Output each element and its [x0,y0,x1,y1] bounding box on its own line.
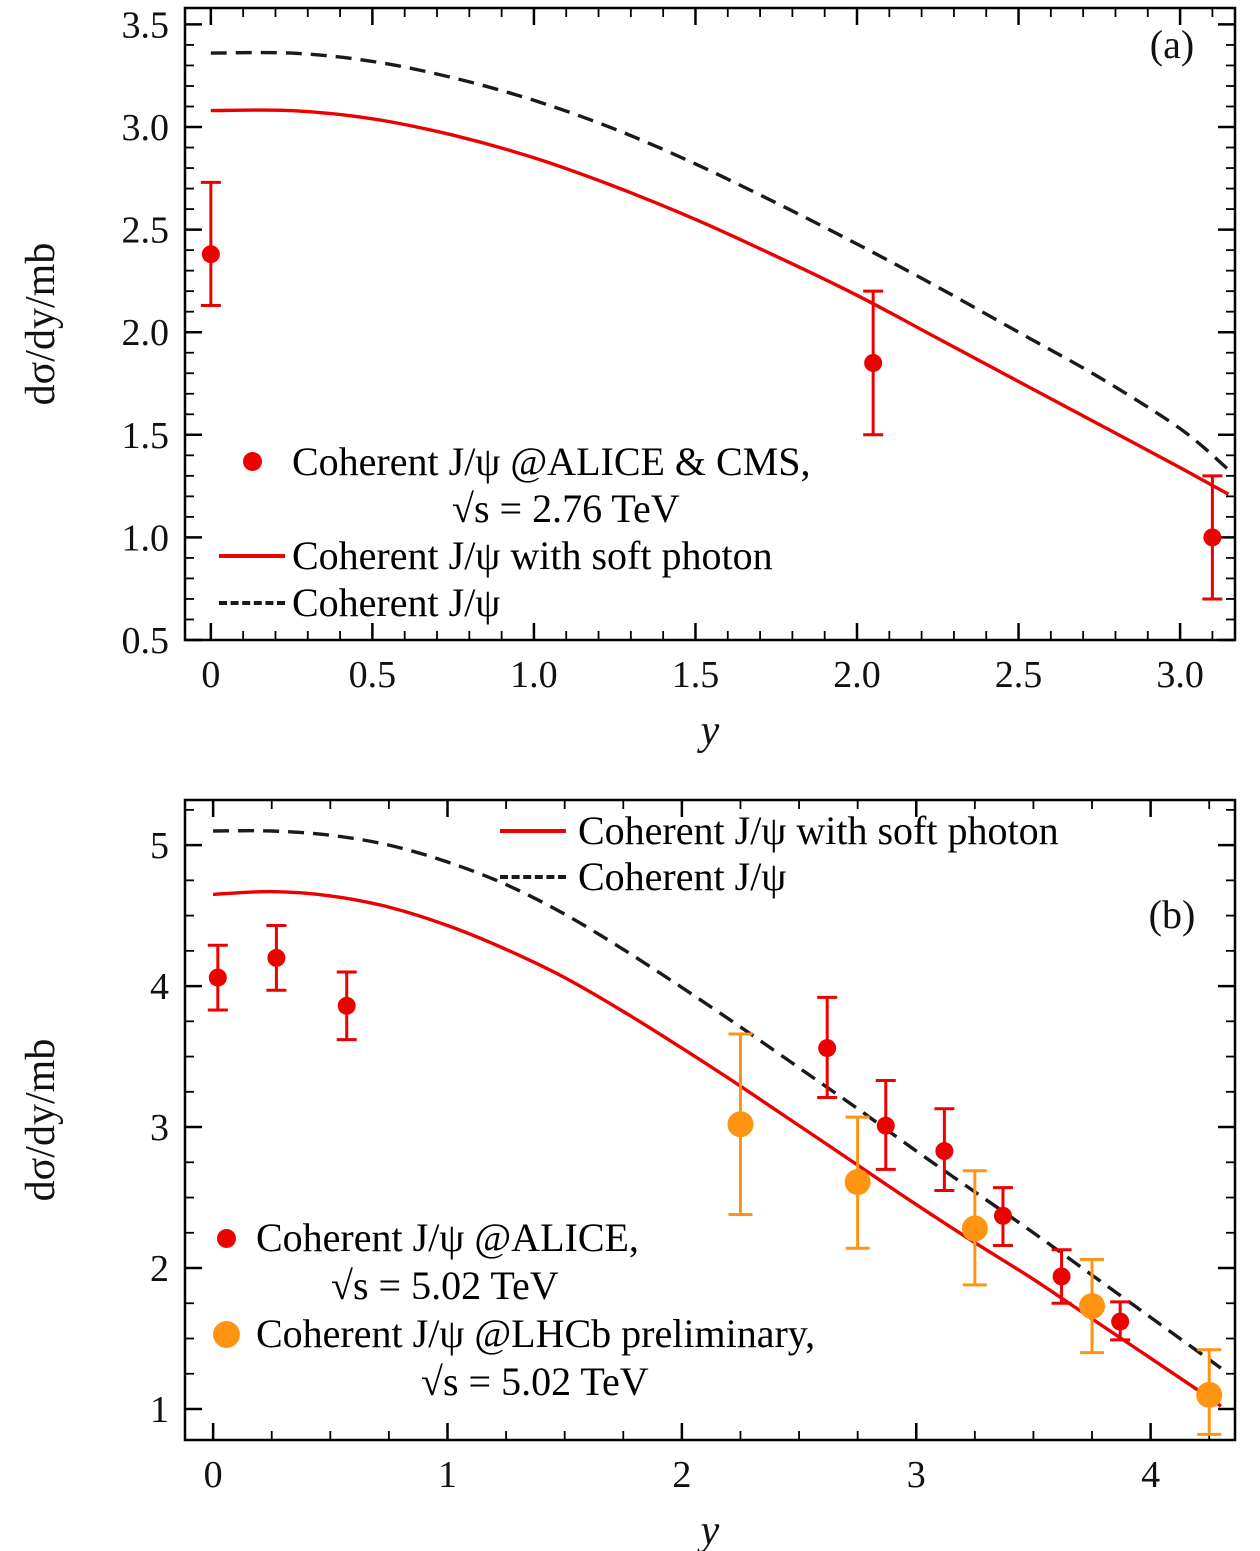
x-tick-label: 1.5 [672,654,720,696]
red-dot-marker-icon [242,452,262,471]
legend-label-line2: √s = 5.02 TeV [331,1263,559,1308]
panel-b-data-legend: Coherent J/ψ @ALICE, √s = 5.02 TeV Coher… [196,1214,815,1406]
data-point [337,996,356,1015]
y-tick-label: 1.0 [122,517,170,559]
x-tick-label: 2 [672,1454,691,1496]
dataset-coherent-jpsi-alice-cms-2p76tev [200,180,1223,601]
legend-item: Coherent J/ψ @ALICE, [196,1214,815,1262]
x-tick-label: 0.5 [349,654,397,696]
y-tick-label: 2.0 [122,312,170,354]
dataset-coherent-jpsi-lhcb-preliminary-5p02tev [727,1032,1223,1436]
x-tick-label: 3 [907,1454,926,1496]
legend-item-continuation: √s = 2.76 TeV [212,485,811,532]
y-tick-label: 1 [150,1389,169,1431]
y-tick-label: 0.5 [122,620,170,662]
legend-label: Coherent J/ψ [578,854,787,899]
x-tick-label: 3.0 [1156,654,1204,696]
data-point [267,948,286,967]
x-tick-label: 1 [438,1454,457,1496]
x-tick-label: 0 [201,654,220,696]
plot-frame [183,6,1237,642]
legend-item-continuation: √s = 5.02 TeV [196,1262,815,1310]
legend-label-line2: √s = 2.76 TeV [452,485,680,531]
solid-line-marker-icon [219,553,285,558]
y-tick-label: 4 [150,966,169,1008]
y-tick-label: 3.5 [122,4,170,46]
y-tick-label: 5 [150,825,169,867]
panel-a-plot: 0 0.5 1.0 1.5 2.0 2.5 3.0 0.5 1.0 1.5 2.0 2.5 3.0 3.5… [18,4,1237,754]
y-axis-label: dσ/dy/mb [18,1039,64,1202]
legend-label: Coherent J/ψ with soft photon [292,532,773,578]
data-point [727,1111,754,1138]
y-tick-label: 3.0 [122,107,170,149]
y-tick-label: 1.5 [122,415,170,457]
legend-label: Coherent J/ψ @LHCb preliminary, [256,1311,816,1356]
panel-label: (a) [1150,22,1194,67]
dashed-line-marker-icon [500,875,566,879]
data-point [844,1169,871,1196]
x-tick-label: 1.0 [510,654,558,696]
x-tick-label: 4 [1141,1454,1160,1496]
x-tick-label: 2.5 [995,654,1043,696]
data-point [208,968,227,987]
y-axis-label: dσ/dy/mb [18,243,64,406]
plot-frame [183,798,1237,1442]
legend-item: Coherent J/ψ [488,854,1059,900]
legend-item: Coherent J/ψ with soft photon [212,532,811,579]
red-dot-marker-icon [216,1228,236,1248]
x-axis-label: y [697,708,720,754]
major-ticks [185,800,1235,1440]
legend-item: Coherent J/ψ @LHCb preliminary, [196,1310,815,1358]
data-point [201,245,220,264]
data-point [1203,528,1222,547]
legend-label: Coherent J/ψ [292,579,501,625]
minor-ticks [185,8,1235,640]
data-point [935,1142,954,1161]
x-tick-label: 0 [204,1454,223,1496]
legend-item-continuation: √s = 5.02 TeV [196,1358,815,1406]
panel-a-legend: Coherent J/ψ @ALICE & CMS, √s = 2.76 TeV… [212,438,811,626]
data-point [1052,1267,1071,1286]
x-tick-label: 2.0 [833,654,881,696]
data-point [1111,1312,1130,1331]
legend-item: Coherent J/ψ [212,579,811,626]
legend-label: Coherent J/ψ with soft photon [578,808,1059,853]
data-point [993,1206,1012,1225]
legend-label: Coherent J/ψ @ALICE & CMS, [292,438,811,484]
data-point [961,1215,988,1242]
orange-dot-marker-icon [212,1320,240,1348]
panel-label: (b) [1149,892,1196,937]
y-tick-label: 3 [150,1107,169,1149]
panel-b-curve-legend: Coherent J/ψ with soft photon Coherent J… [488,808,1059,900]
dashed-line-marker-icon [219,600,285,605]
data-point [1196,1381,1223,1408]
legend-item: Coherent J/ψ with soft photon [488,808,1059,854]
legend-label: Coherent J/ψ @ALICE, [256,1215,639,1260]
data-point [864,353,883,372]
y-tick-label: 2.5 [122,210,170,252]
dataset-coherent-jpsi-alice-5p02tev [207,923,1131,1342]
curve-coherent-jpsi [210,50,1230,471]
data-point [1079,1293,1106,1320]
x-axis-label: y [697,1508,720,1551]
data-point [818,1039,837,1058]
minor-ticks [185,800,1235,1440]
solid-line-marker-icon [500,829,566,833]
legend-item: Coherent J/ψ @ALICE & CMS, [212,438,811,485]
legend-label-line2: √s = 5.02 TeV [421,1359,649,1404]
curve-coherent-jpsi-with-soft-photon [210,108,1230,496]
major-ticks [185,8,1235,642]
y-tick-label: 2 [150,1248,169,1290]
data-point [876,1116,895,1135]
